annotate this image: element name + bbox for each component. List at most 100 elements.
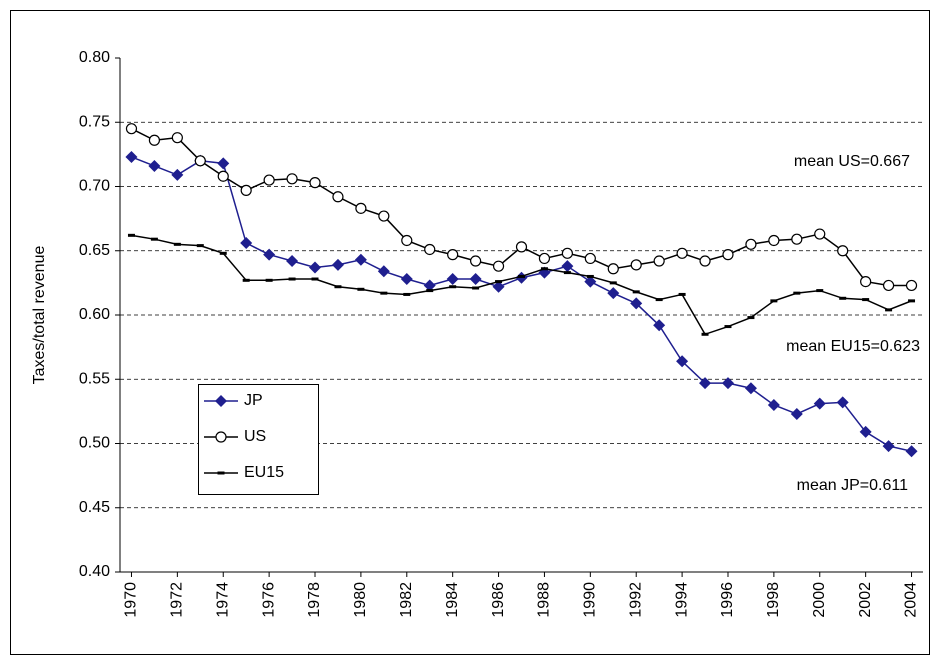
marker: [380, 291, 388, 295]
marker: [492, 260, 505, 272]
marker: [839, 296, 847, 300]
marker: [263, 174, 275, 186]
marker: [538, 252, 551, 265]
marker: [770, 299, 778, 303]
x-tick-label: 1976: [260, 582, 277, 618]
marker: [862, 298, 870, 302]
marker: [492, 280, 505, 293]
y-tick-label: 0.45: [79, 499, 110, 516]
marker: [240, 237, 253, 250]
x-tick-label: 1986: [490, 582, 507, 618]
marker: [724, 325, 732, 329]
y-tick-label: 0.60: [79, 306, 110, 323]
x-tick-label: 2000: [811, 582, 828, 618]
annotation: mean EU15=0.623: [786, 338, 920, 355]
marker: [860, 275, 872, 288]
marker: [240, 184, 252, 196]
marker: [354, 253, 367, 266]
marker: [334, 285, 342, 289]
marker: [561, 247, 573, 259]
marker: [194, 155, 206, 167]
marker: [288, 277, 296, 281]
legend-marker: [215, 395, 227, 407]
marker: [332, 191, 344, 203]
x-tick-label: 1978: [306, 582, 323, 618]
marker: [607, 263, 619, 275]
marker: [837, 245, 849, 257]
y-tick-label: 0.75: [79, 113, 110, 130]
marker: [632, 290, 640, 294]
marker: [355, 202, 367, 214]
marker: [768, 234, 780, 247]
marker: [400, 273, 413, 286]
marker: [905, 279, 918, 292]
marker: [655, 298, 663, 302]
marker: [265, 278, 273, 282]
marker: [584, 252, 596, 265]
chart-border: [10, 10, 930, 655]
marker: [196, 244, 204, 248]
marker: [309, 177, 321, 189]
marker: [813, 397, 826, 410]
legend: JP US EU15: [198, 384, 319, 495]
marker: [676, 247, 688, 259]
marker: [515, 241, 528, 253]
marker: [561, 260, 574, 273]
x-tick-label: 1988: [536, 582, 553, 618]
marker: [331, 258, 344, 271]
marker: [217, 170, 229, 182]
marker: [378, 210, 390, 222]
marker: [217, 157, 230, 170]
marker: [446, 273, 459, 286]
marker: [836, 396, 849, 409]
y-tick-label: 0.80: [79, 49, 110, 66]
legend-label: JP: [244, 392, 263, 409]
marker: [449, 285, 457, 289]
marker: [518, 274, 525, 278]
marker: [747, 316, 755, 320]
marker: [173, 242, 181, 246]
y-tick-label: 0.70: [79, 178, 110, 195]
x-tick-label: 1996: [719, 582, 736, 618]
marker: [470, 255, 482, 267]
marker: [676, 355, 689, 368]
marker: [630, 259, 642, 271]
x-tick-label: 1990: [582, 582, 599, 618]
marker: [424, 243, 436, 256]
y-tick-label: 0.40: [79, 563, 110, 580]
marker: [148, 134, 161, 146]
marker: [699, 377, 712, 390]
marker: [125, 123, 138, 135]
x-tick-label: 1992: [627, 582, 644, 618]
x-tick-label: 1974: [214, 582, 231, 618]
legend-marker: [215, 431, 227, 443]
x-tick-label: 1982: [398, 582, 415, 618]
annotation: mean US=0.667: [794, 153, 910, 170]
marker: [745, 238, 757, 250]
marker: [607, 287, 620, 300]
marker: [125, 150, 138, 163]
x-tick-label: 1984: [444, 582, 461, 618]
marker: [286, 173, 298, 185]
x-tick-label: 2002: [857, 582, 874, 618]
marker: [767, 398, 780, 411]
x-tick-label: 1970: [123, 582, 140, 618]
marker: [540, 267, 548, 271]
marker: [816, 289, 824, 293]
marker: [127, 233, 135, 237]
legend-label: US: [244, 428, 266, 445]
legend-marker: [217, 471, 225, 475]
x-tick-label: 2004: [903, 582, 920, 618]
marker: [678, 292, 686, 296]
marker: [171, 168, 184, 181]
marker: [311, 277, 319, 281]
marker: [472, 286, 480, 290]
y-tick-label: 0.65: [79, 242, 110, 259]
marker: [586, 274, 594, 278]
marker: [859, 425, 872, 438]
marker: [905, 445, 918, 458]
marker: [653, 319, 666, 332]
marker: [790, 407, 803, 420]
marker: [885, 308, 893, 312]
